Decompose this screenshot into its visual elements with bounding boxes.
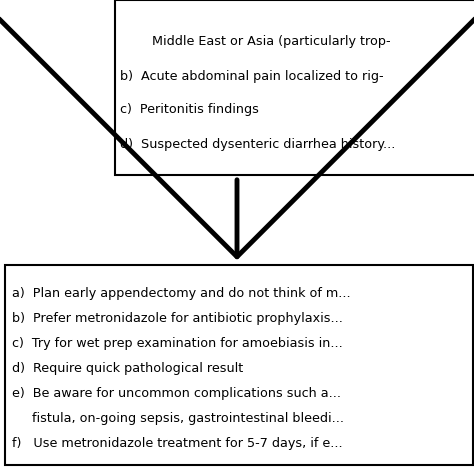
Text: e)  Be aware for uncommon complications such a...: e) Be aware for uncommon complications s…: [12, 387, 341, 400]
Bar: [115, 0, 474, 175]
Text: Middle East or Asia (particularly trop-: Middle East or Asia (particularly trop-: [120, 35, 391, 48]
Text: a)  Plan early appendectomy and do not think of m...: a) Plan early appendectomy and do not th…: [12, 287, 351, 300]
Text: fistula, on-going sepsis, gastrointestinal bleedi...: fistula, on-going sepsis, gastrointestin…: [12, 412, 344, 425]
Text: f)   Use metronidazole treatment for 5-7 days, if e...: f) Use metronidazole treatment for 5-7 d…: [12, 437, 343, 450]
Text: b)  Prefer metronidazole for antibiotic prophylaxis...: b) Prefer metronidazole for antibiotic p…: [12, 312, 343, 325]
Text: c)  Peritonitis findings: c) Peritonitis findings: [120, 103, 259, 116]
Text: d)  Require quick pathological result: d) Require quick pathological result: [12, 362, 243, 375]
Bar: [5, 265, 473, 465]
Text: b)  Acute abdominal pain localized to rig-: b) Acute abdominal pain localized to rig…: [120, 70, 383, 83]
Text: c)  Try for wet prep examination for amoebiasis in...: c) Try for wet prep examination for amoe…: [12, 337, 343, 350]
Text: d)  Suspected dysenteric diarrhea history...: d) Suspected dysenteric diarrhea history…: [120, 138, 395, 151]
